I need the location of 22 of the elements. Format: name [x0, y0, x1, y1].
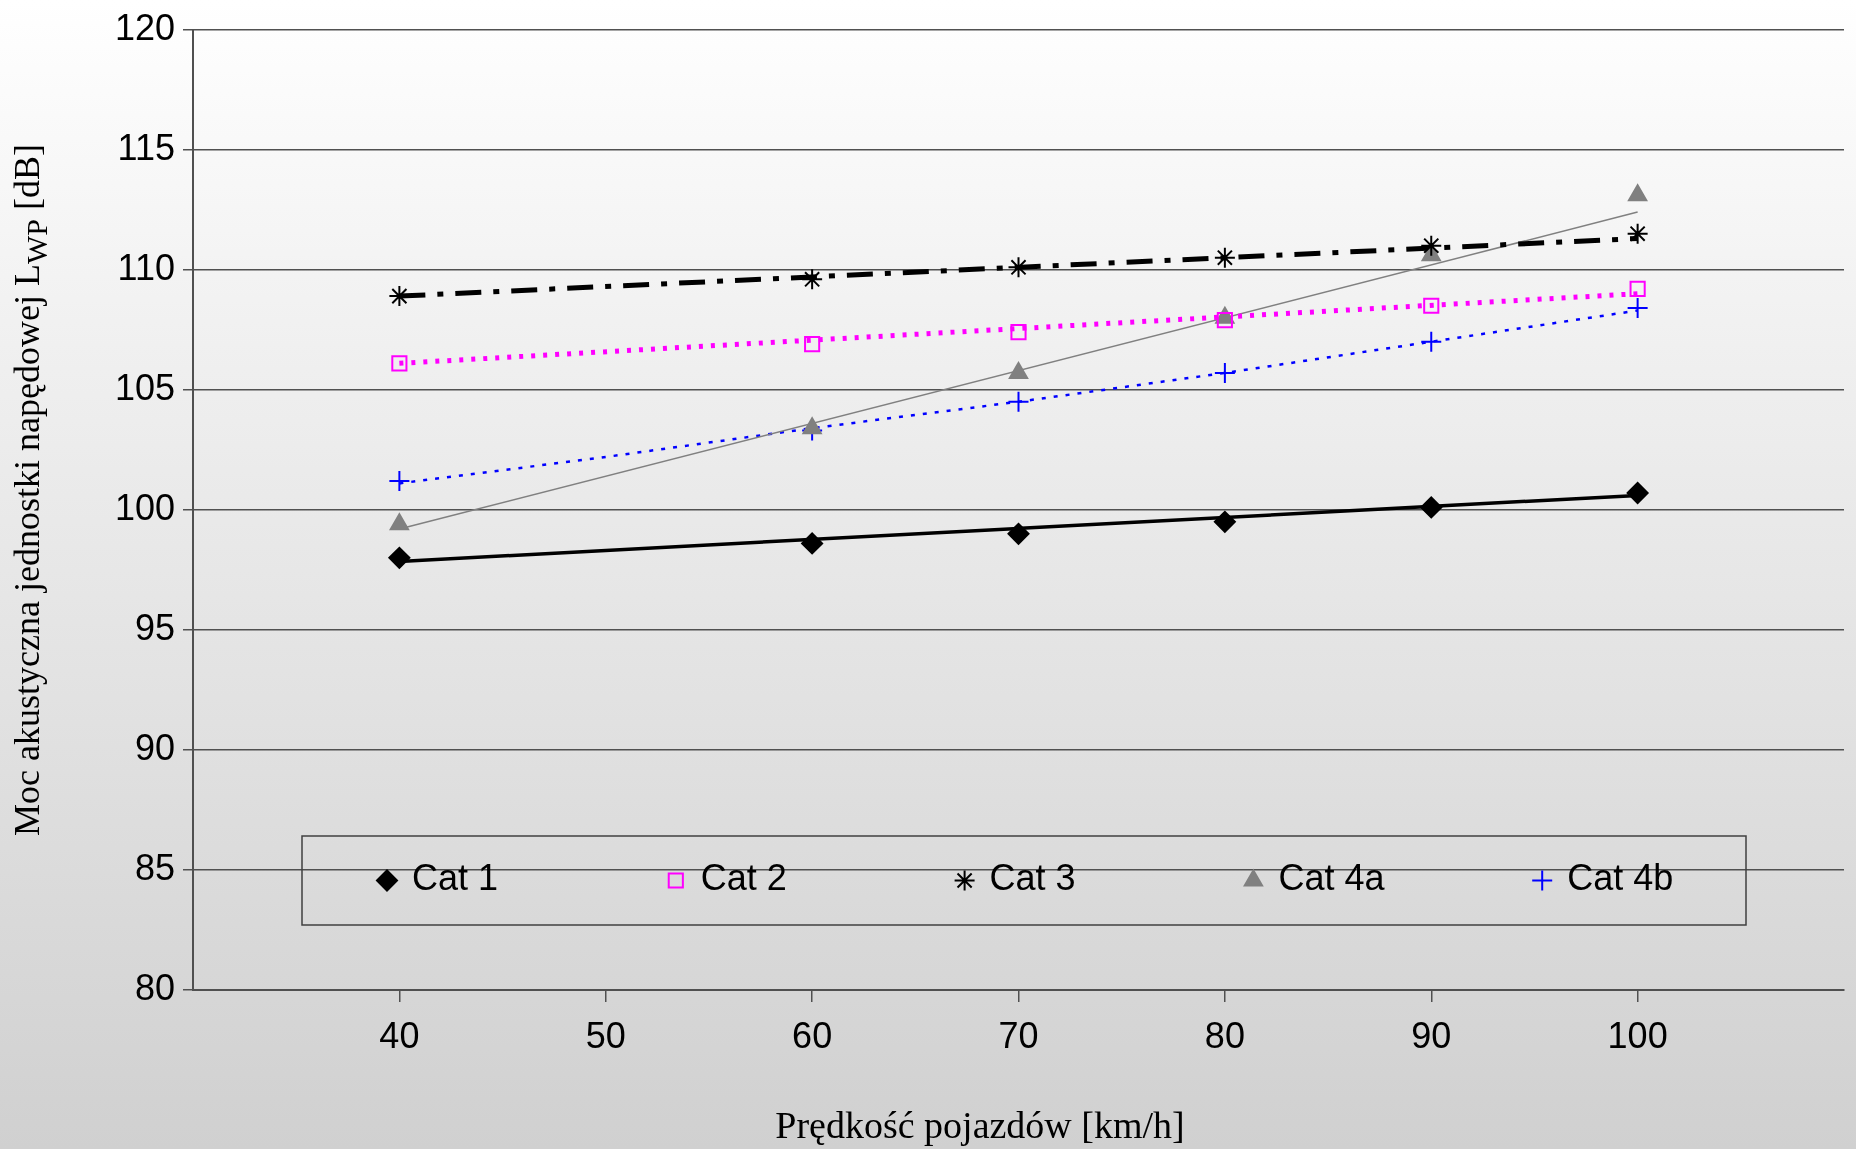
- legend-label: Cat 3: [989, 857, 1076, 899]
- legend-label: Cat 2: [700, 857, 787, 899]
- x-axis-title: Prędkość pojazdów [km/h]: [775, 1103, 1185, 1147]
- x-tick-label: 100: [1607, 1014, 1668, 1056]
- y-tick-label: 90: [134, 726, 175, 768]
- legend-label: Cat 1: [412, 857, 499, 899]
- x-tick-label: 70: [998, 1014, 1039, 1056]
- y-tick-label: 115: [117, 126, 175, 168]
- y-tick-label: 100: [114, 486, 175, 528]
- y-tick-label: 110: [117, 246, 175, 288]
- x-tick-label: 90: [1411, 1014, 1452, 1056]
- y-tick-label: 120: [114, 6, 175, 48]
- x-tick-label: 50: [585, 1014, 626, 1056]
- x-tick-label: 80: [1204, 1014, 1245, 1056]
- y-tick-label: 80: [134, 966, 175, 1008]
- y-tick-label: 105: [114, 366, 175, 408]
- legend-label: Cat 4b: [1567, 857, 1674, 899]
- x-tick-label: 40: [379, 1014, 420, 1056]
- y-tick-label: 95: [134, 606, 175, 648]
- legend-label: Cat 4a: [1278, 857, 1386, 899]
- x-tick-label: 60: [792, 1014, 833, 1056]
- y-tick-label: 85: [134, 846, 175, 888]
